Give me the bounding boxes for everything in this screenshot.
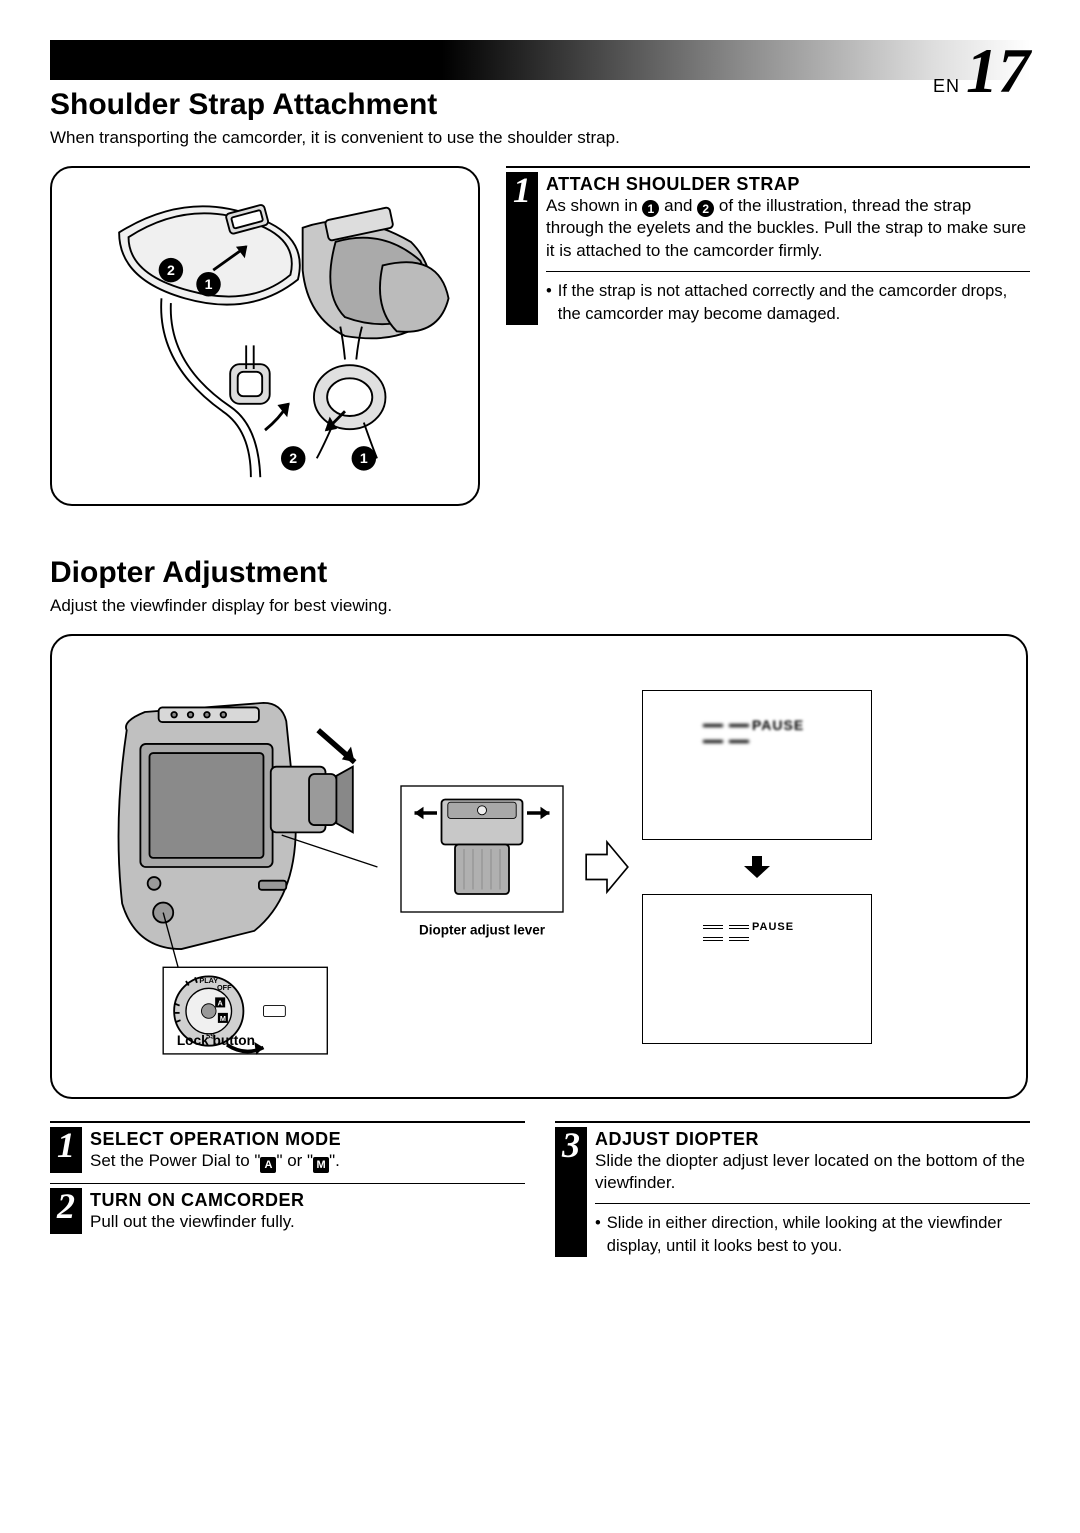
- step-number: 2: [50, 1188, 82, 1234]
- page-number: 17: [966, 34, 1030, 108]
- svg-text:2: 2: [167, 262, 175, 278]
- step1-title: ATTACH SHOULDER STRAP: [546, 174, 1030, 195]
- header-gradient-bar: EN 17: [50, 40, 1030, 80]
- marker-2-icon: 2: [697, 200, 714, 217]
- section1-title: Shoulder Strap Attachment: [50, 88, 1030, 122]
- strap-illustration: 2 1 2 1: [50, 166, 480, 506]
- svg-text:M: M: [220, 1014, 226, 1023]
- arrow-down-icon: [742, 854, 772, 880]
- step-text: Pull out the viewfinder fully.: [90, 1211, 525, 1234]
- section2-title: Diopter Adjustment: [50, 556, 1030, 590]
- section1-intro: When transporting the camcorder, it is c…: [50, 128, 1030, 148]
- step-adjust-diopter: 3 ADJUST DIOPTER Slide the diopter adjus…: [555, 1127, 1030, 1257]
- arrow-right-icon: [582, 832, 632, 902]
- svg-text:2: 2: [289, 450, 297, 466]
- lock-button-label: Lock button: [177, 1032, 255, 1047]
- step1-text: As shown in 1 and 2 of the illustration,…: [546, 195, 1030, 264]
- camcorder-rear-icon: PLAY OFF A M 5S Lock button: [72, 657, 382, 1077]
- viewfinder-sharp: PAUSE: [642, 894, 872, 1044]
- step-select-mode: 1 SELECT OPERATION MODE Set the Power Di…: [50, 1127, 525, 1173]
- step-title: SELECT OPERATION MODE: [90, 1129, 525, 1150]
- diopter-lever-icon: Diopter adjust lever: [392, 767, 572, 967]
- mode-m-icon: M: [313, 1157, 329, 1173]
- marker-1-icon: 1: [642, 200, 659, 217]
- step-number: 1: [50, 1127, 82, 1173]
- step1-bullet: If the strap is not attached correctly a…: [546, 280, 1030, 325]
- diopter-lever-label: Diopter adjust lever: [419, 922, 546, 937]
- diopter-illustration: PLAY OFF A M 5S Lock button: [50, 634, 1028, 1099]
- step1-attach: 1 ATTACH SHOULDER STRAP As shown in 1 an…: [506, 172, 1030, 325]
- svg-text:PLAY: PLAY: [199, 975, 218, 984]
- page-number-box: EN 17: [933, 34, 1030, 108]
- mode-a-icon: A: [260, 1157, 276, 1173]
- svg-text:1: 1: [360, 450, 368, 466]
- svg-text:A: A: [218, 998, 224, 1007]
- step-bullet: Slide in either direction, while looking…: [595, 1212, 1030, 1257]
- step-title: TURN ON CAMCORDER: [90, 1190, 525, 1211]
- section2-intro: Adjust the viewfinder display for best v…: [50, 596, 1030, 616]
- viewfinder-blurry: PAUSE: [642, 690, 872, 840]
- svg-text:OFF: OFF: [217, 983, 232, 992]
- step-text: Slide the diopter adjust lever located o…: [595, 1150, 1030, 1196]
- step-number: 1: [506, 172, 538, 325]
- svg-text:1: 1: [205, 276, 213, 292]
- step-turn-on: 2 TURN ON CAMCORDER Pull out the viewfin…: [50, 1188, 525, 1234]
- step-title: ADJUST DIOPTER: [595, 1129, 1030, 1150]
- page-lang: EN: [933, 76, 960, 97]
- step-text: Set the Power Dial to "A" or "M".: [90, 1150, 525, 1173]
- step-number: 3: [555, 1127, 587, 1257]
